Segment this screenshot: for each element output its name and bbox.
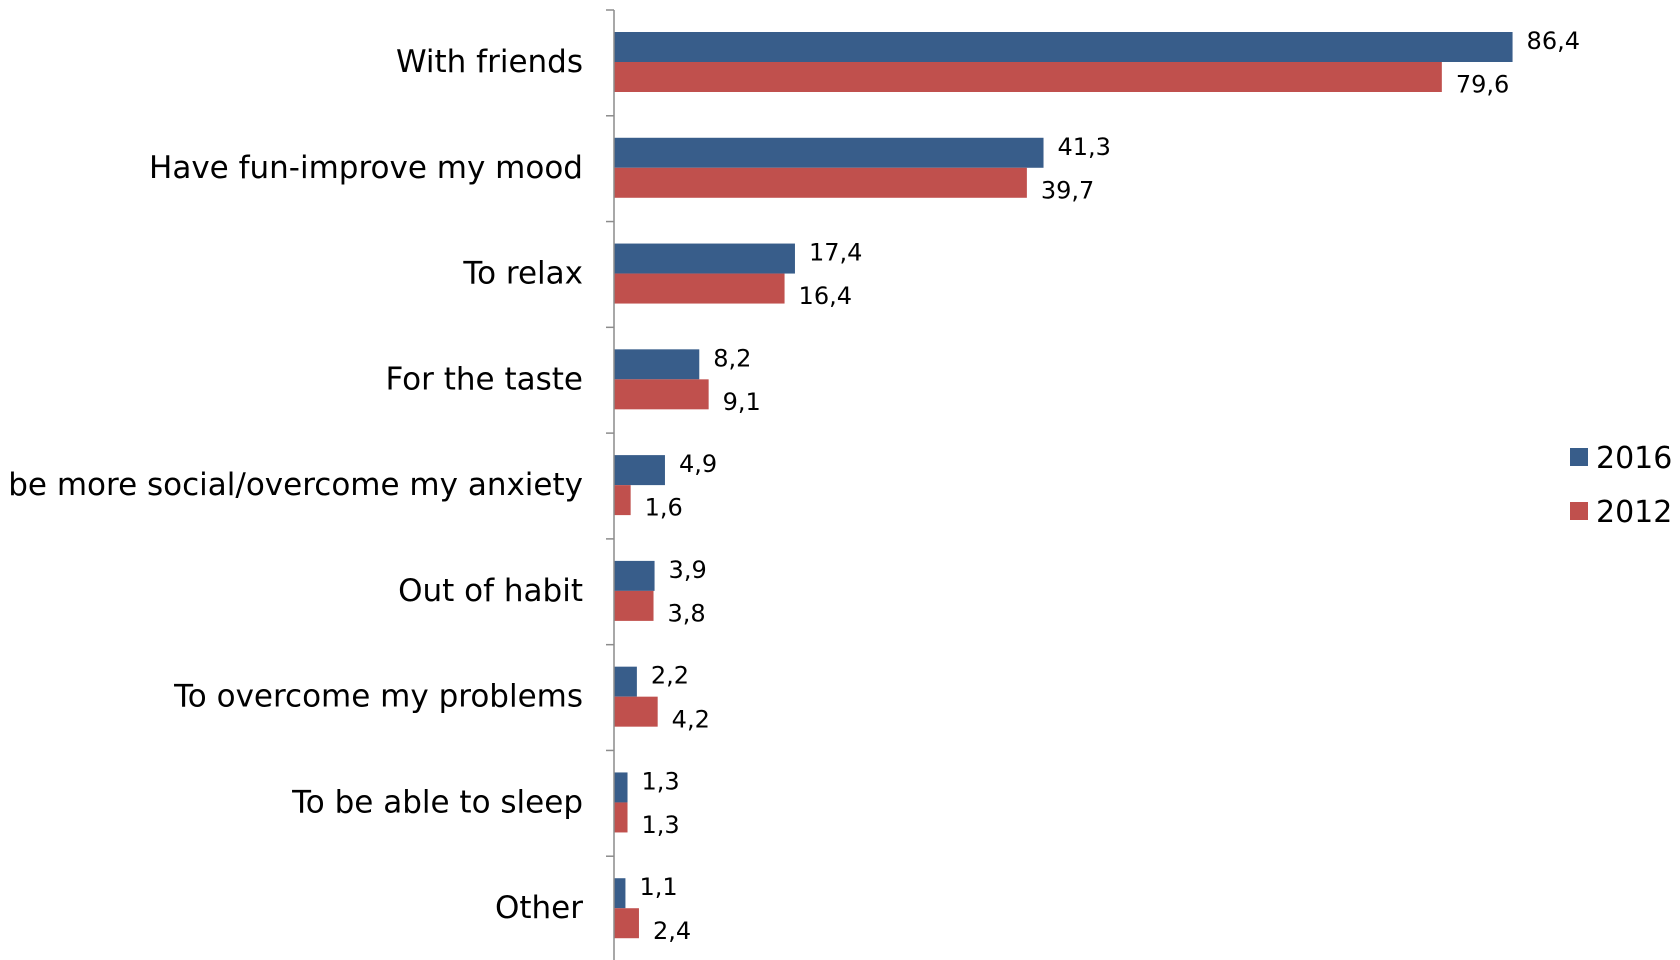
data-label-2012-to-overcome-my-problems: 4,2 bbox=[672, 705, 710, 733]
bar-2016-to-be-able-to-sleep bbox=[614, 772, 628, 803]
bar-2012-other bbox=[614, 908, 639, 939]
bar-2016-out-of-habit bbox=[614, 560, 655, 591]
labels-layer: With friends 86,4 79,6 Have fun-improve my … bbox=[0, 27, 1580, 945]
category-label-to-overcome-my-problems: To overcome my problems bbox=[173, 679, 583, 715]
legend-label-2016: 2016 bbox=[1596, 441, 1672, 476]
data-label-2012-to-be-able-to-sleep: 1,3 bbox=[642, 811, 680, 839]
bar-2016-have-fun-improve-my-mood bbox=[614, 137, 1044, 168]
category-label-for-the-taste: For the taste bbox=[385, 361, 583, 397]
data-label-2012-out-of-habit: 3,8 bbox=[668, 599, 706, 627]
bar-2012-to-be-able-to-sleep bbox=[614, 802, 628, 833]
bar-2012-for-the-taste bbox=[614, 379, 709, 410]
legend-label-2012: 2012 bbox=[1596, 495, 1672, 530]
bar-2012-to-relax bbox=[614, 273, 785, 304]
data-label-2016-out-of-habit: 3,9 bbox=[669, 556, 707, 584]
category-label-to-be-able-to-sleep: To be able to sleep bbox=[291, 784, 583, 820]
bar-2016-with-friends bbox=[614, 32, 1513, 62]
category-label-have-fun-improve-my-mood: Have fun-improve my mood bbox=[149, 150, 583, 186]
bar-2012-to-overcome-my-problems bbox=[614, 696, 658, 727]
data-label-2012-to-relax: 16,4 bbox=[799, 282, 852, 310]
category-label-out-of-habit: Out of habit bbox=[398, 573, 583, 609]
axis-layer bbox=[606, 9, 615, 960]
category-label-to-relax: To relax bbox=[462, 256, 583, 292]
bars-layer bbox=[614, 32, 1513, 939]
bar-2016-other bbox=[614, 878, 626, 909]
bar-2012-with-friends bbox=[614, 62, 1442, 92]
bar-2012-to-be-more-social-overcome-my-anxiety bbox=[614, 485, 631, 516]
data-label-2016-to-relax: 17,4 bbox=[809, 239, 862, 267]
bar-2012-out-of-habit bbox=[614, 590, 654, 621]
category-label-to-be-more-social-overcome-my-anxiety: To be more social/overcome my anxiety bbox=[0, 467, 583, 503]
bar-2016-to-overcome-my-problems bbox=[614, 666, 637, 697]
data-label-2012-have-fun-improve-my-mood: 39,7 bbox=[1041, 176, 1094, 204]
data-label-2012-to-be-more-social-overcome-my-anxiety: 1,6 bbox=[645, 494, 683, 522]
bar-2012-have-fun-improve-my-mood bbox=[614, 167, 1027, 198]
data-label-2012-other: 2,4 bbox=[653, 917, 691, 945]
data-label-2016-to-be-more-social-overcome-my-anxiety: 4,9 bbox=[679, 450, 717, 478]
bar-2016-for-the-taste bbox=[614, 349, 700, 380]
legend-swatch-2012 bbox=[1570, 502, 1588, 520]
data-label-2016-other: 1,1 bbox=[639, 873, 677, 901]
legend-swatch-2016 bbox=[1570, 448, 1588, 466]
data-label-2016-with-friends: 86,4 bbox=[1527, 27, 1580, 55]
legend: 2016 2012 bbox=[1570, 441, 1672, 530]
data-label-2016-to-overcome-my-problems: 2,2 bbox=[651, 662, 689, 690]
data-label-2016-to-be-able-to-sleep: 1,3 bbox=[642, 767, 680, 795]
bar-2016-to-relax bbox=[614, 243, 795, 274]
data-label-2012-for-the-taste: 9,1 bbox=[723, 388, 761, 416]
data-label-2016-for-the-taste: 8,2 bbox=[713, 344, 751, 372]
bar-2016-to-be-more-social-overcome-my-anxiety bbox=[614, 455, 665, 486]
category-label-other: Other bbox=[495, 890, 583, 926]
data-label-2012-with-friends: 79,6 bbox=[1456, 71, 1509, 99]
data-label-2016-have-fun-improve-my-mood: 41,3 bbox=[1058, 133, 1111, 161]
category-label-with-friends: With friends bbox=[396, 44, 583, 80]
